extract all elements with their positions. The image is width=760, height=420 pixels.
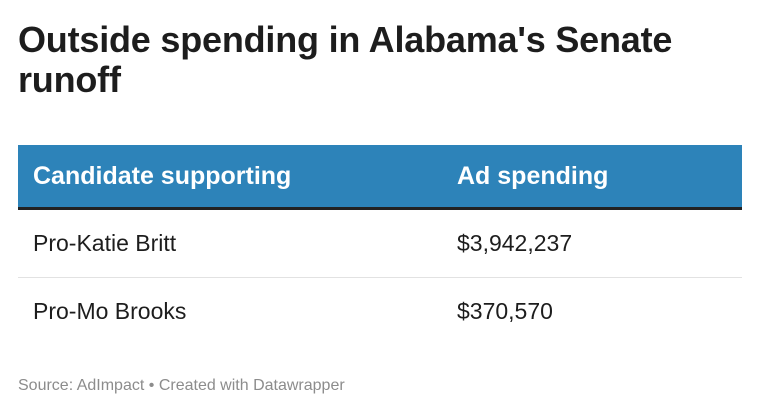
- footer-separator: •: [148, 377, 155, 394]
- source-note: Source: AdImpact: [18, 377, 145, 394]
- chart-title: Outside spending in Alabama's Senate run…: [18, 19, 673, 100]
- data-table: Candidate supporting Ad spending Pro-Kat…: [18, 145, 742, 345]
- table-header: Candidate supporting Ad spending: [18, 145, 742, 210]
- chart-container: Outside spending in Alabama's Senate run…: [18, 20, 742, 100]
- credit-link[interactable]: Created with Datawrapper: [158, 377, 345, 394]
- column-header-spending[interactable]: Ad spending: [442, 145, 742, 210]
- cell-spending: $370,570: [457, 298, 553, 324]
- table-body: Pro-Katie Britt $3,942,237 Pro-Mo Brooks…: [18, 208, 742, 346]
- header-row: Candidate supporting Ad spending: [18, 145, 742, 210]
- table-row: Pro-Katie Britt $3,942,237: [18, 208, 742, 278]
- cell-candidate: Pro-Mo Brooks: [33, 298, 187, 324]
- table-row: Pro-Mo Brooks $370,570: [18, 278, 742, 346]
- chart-footer: Source: AdImpact • Created with Datawrap…: [18, 377, 345, 395]
- cell-candidate: Pro-Katie Britt: [18, 208, 442, 278]
- column-header-candidate[interactable]: Candidate supporting: [18, 145, 442, 210]
- cell-spending: $3,942,237: [442, 208, 742, 278]
